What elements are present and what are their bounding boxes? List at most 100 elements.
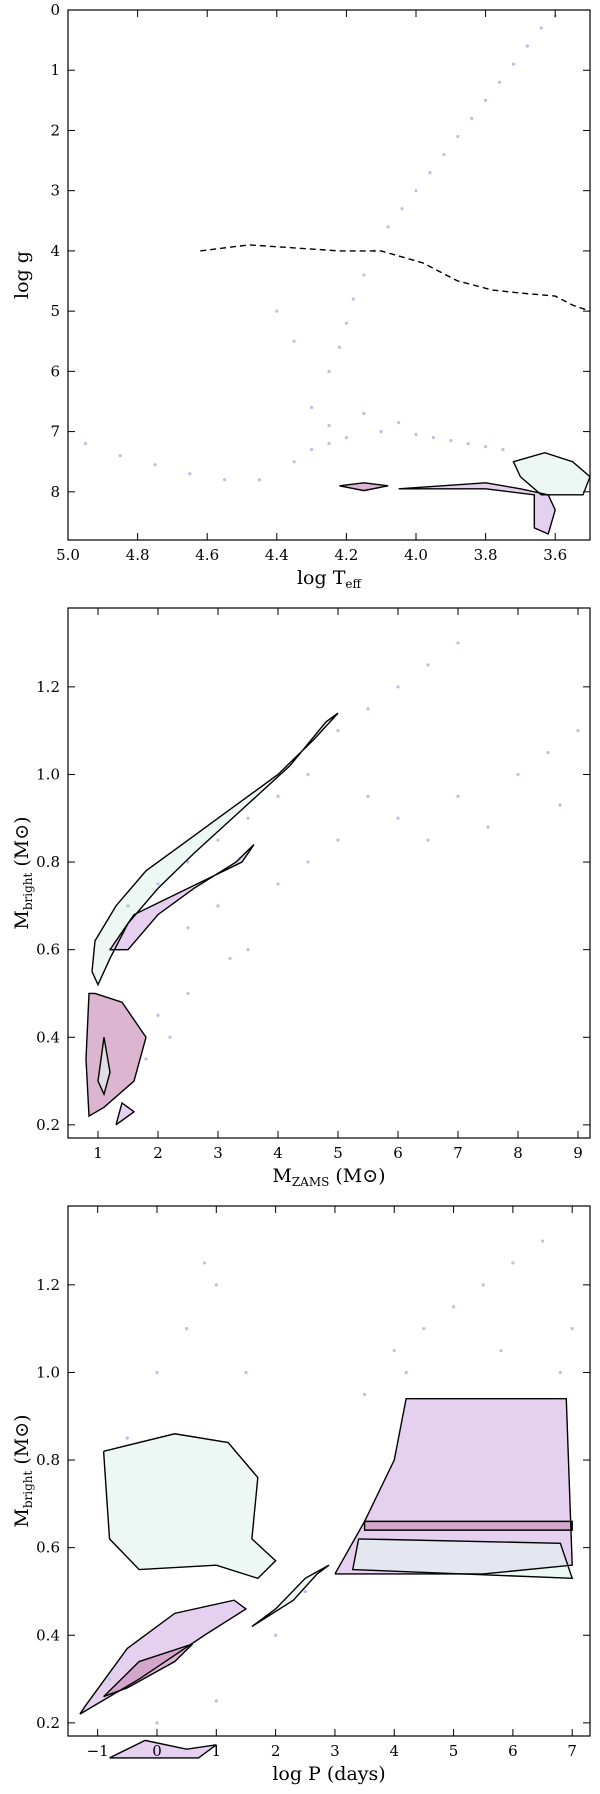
x-tick-label: 0 — [152, 1742, 162, 1760]
density-region — [103, 1433, 276, 1579]
density-region — [251, 1565, 329, 1627]
contour-line — [85, 992, 147, 1118]
data-point — [156, 882, 160, 886]
y-axis-label: Mbright (M⊙) — [11, 1414, 35, 1527]
x-tick-label: 4.8 — [126, 546, 150, 564]
data-point — [186, 926, 190, 930]
data-point — [396, 816, 400, 820]
data-point — [214, 1283, 218, 1287]
x-tick-label: 7 — [567, 1742, 577, 1760]
data-point — [484, 445, 488, 449]
y-tick-label: 0.4 — [36, 1626, 60, 1644]
x-axis-label: log Teff — [297, 567, 362, 591]
x-tick-label: 4 — [389, 1742, 399, 1760]
x-tick-label: 4 — [273, 1144, 283, 1162]
data-point — [426, 838, 430, 842]
data-point — [144, 1057, 148, 1061]
data-point — [470, 116, 474, 121]
y-tick-label: 0.6 — [36, 1539, 60, 1557]
contour-line — [398, 482, 556, 535]
density-region — [352, 1538, 573, 1579]
data-point — [497, 80, 502, 84]
data-point — [426, 663, 430, 667]
contour-line — [334, 1398, 573, 1575]
data-point — [511, 62, 516, 66]
density-region — [513, 452, 590, 495]
data-point — [310, 448, 314, 452]
data-point — [414, 433, 418, 437]
data-point — [244, 1370, 248, 1375]
contour-line — [251, 1564, 330, 1628]
contour-line — [363, 1520, 573, 1531]
axis-frame — [67, 1205, 591, 1737]
y-tick-label: 1.2 — [36, 678, 60, 696]
data-point — [310, 405, 314, 410]
y-axis-label: Mbright (M⊙) — [11, 816, 35, 929]
data-point — [351, 297, 355, 301]
y-tick-label: 0 — [50, 1, 60, 19]
data-point — [83, 442, 87, 446]
data-point — [456, 641, 460, 645]
data-point — [125, 1436, 129, 1440]
data-point — [362, 1392, 367, 1396]
x-tick-label: 4.4 — [265, 546, 289, 564]
data-point — [525, 44, 529, 48]
y-tick-label: 7 — [50, 423, 60, 441]
data-point — [428, 171, 432, 175]
data-point — [366, 707, 370, 711]
contour-line — [102, 1433, 277, 1580]
data-point — [449, 439, 453, 443]
mbright-vs-logp-chart: −1 0 1 2 3 4 5 6 7 0.2 0.4 0.6 0.8 1.0 1.2 log P (days)… — [11, 1205, 591, 1785]
y-tick-label: 3 — [50, 182, 60, 200]
y-tick-label: 1 — [50, 61, 60, 79]
x-tick-label: 4.2 — [334, 546, 358, 564]
contour-line — [97, 1037, 111, 1097]
data-point — [292, 339, 296, 343]
data-point — [362, 273, 366, 277]
data-point — [274, 1633, 278, 1637]
data-point — [511, 1261, 515, 1265]
data-point — [276, 882, 280, 886]
x-tick-label: 6 — [508, 1742, 518, 1760]
data-point — [246, 816, 250, 820]
data-point — [275, 309, 279, 313]
contour-line — [351, 1538, 574, 1580]
data-point — [337, 345, 342, 349]
data-point — [396, 685, 400, 689]
x-tick-label: 5 — [333, 1144, 343, 1162]
dashed-boundary-line — [200, 244, 591, 312]
data-point — [202, 1261, 207, 1265]
x-tick-label: 4.6 — [195, 546, 219, 564]
data-point — [404, 1370, 408, 1375]
data-point — [540, 1239, 545, 1243]
data-point — [155, 1370, 159, 1375]
data-point — [501, 448, 505, 452]
contour-line — [91, 712, 339, 987]
data-point — [456, 794, 460, 798]
data-point — [466, 442, 470, 446]
x-tick-label: 1 — [93, 1144, 103, 1162]
x-axis-label: MZAMS (M⊙) — [272, 1165, 385, 1189]
data-point — [451, 1305, 456, 1309]
data-point — [327, 369, 331, 373]
data-point — [168, 1035, 172, 1039]
y-tick-label: 1.2 — [36, 1276, 60, 1294]
data-point — [336, 729, 340, 733]
y-tick-label: 1.0 — [36, 1363, 60, 1381]
data-point — [558, 1370, 562, 1375]
data-point — [362, 411, 366, 416]
x-tick-label: 8 — [513, 1144, 523, 1162]
y-tick-label: 0.8 — [36, 1451, 60, 1469]
y-tick-label: 0.2 — [36, 1116, 60, 1134]
data-point — [481, 1283, 485, 1287]
data-point — [379, 429, 383, 434]
data-point — [344, 321, 348, 325]
data-point — [126, 904, 130, 908]
density-region — [98, 1037, 110, 1095]
data-point — [327, 442, 331, 446]
axis-frame — [67, 9, 591, 541]
y-tick-label: 5 — [50, 302, 60, 320]
density-region — [103, 1644, 193, 1697]
x-tick-label: 2 — [271, 1742, 281, 1760]
data-point — [422, 1327, 426, 1331]
